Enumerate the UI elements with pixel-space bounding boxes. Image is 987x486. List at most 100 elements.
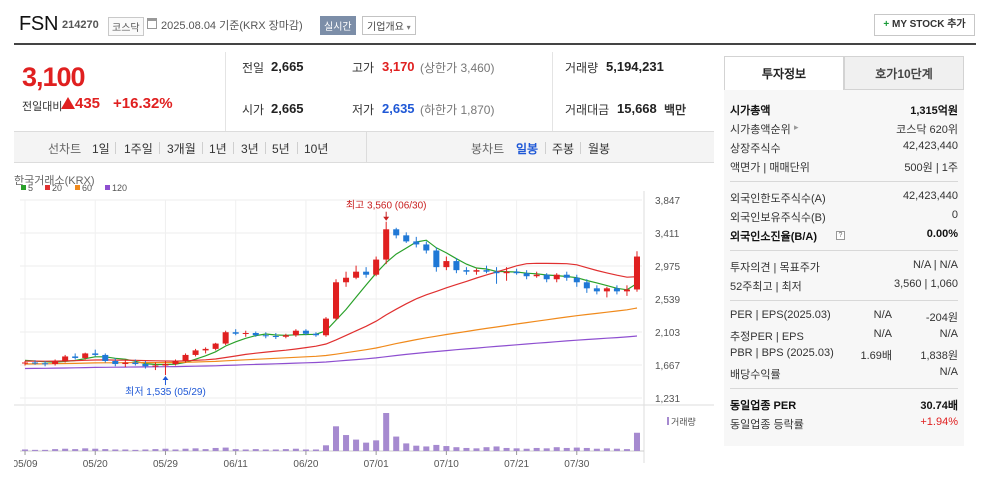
- open-value: 2,665: [271, 101, 304, 116]
- upper-limit: (상한가 3,460): [420, 61, 495, 75]
- current-price: 3,100: [22, 62, 86, 92]
- candle-body: [613, 288, 620, 292]
- info-value-1: 1.69배: [860, 350, 892, 362]
- volume-bar: [112, 449, 119, 451]
- volume-bar: [453, 447, 460, 451]
- candle-body: [72, 356, 79, 358]
- period-3m[interactable]: 3개월: [167, 142, 196, 156]
- chevron-down-icon: ▾: [406, 23, 411, 32]
- volume-bar: [302, 449, 309, 451]
- volume-bar: [393, 436, 400, 451]
- volume-bar: [593, 448, 600, 451]
- legend-swatch: [75, 185, 80, 190]
- candle-daily[interactable]: 일봉: [516, 142, 539, 156]
- change-percent: +16.32%: [113, 95, 173, 112]
- volume-bar: [312, 449, 319, 451]
- candle-body: [433, 250, 440, 268]
- y-tick-label: 3,411: [655, 229, 680, 240]
- company-overview-dropdown[interactable]: 기업개요 ▾: [362, 16, 416, 35]
- volume-bar: [122, 449, 129, 451]
- candle-monthly[interactable]: 월봉: [588, 142, 611, 156]
- volume-bar: [483, 447, 490, 451]
- low-label: 저가: [352, 103, 375, 117]
- divider: [225, 52, 226, 131]
- info-label: 52주최고 | 최저: [730, 281, 802, 293]
- candle-body: [42, 363, 49, 365]
- tab-investment-info[interactable]: 투자정보: [724, 56, 844, 90]
- volume-bar: [543, 448, 550, 451]
- y-tick-label: 1,667: [655, 361, 680, 372]
- low-annotation: 최저 1,535 (05/29): [125, 386, 206, 398]
- info-row: 52주최고 | 최저 3,560 | 1,060: [730, 278, 958, 297]
- info-row: 동일업종 PER 30.74배: [730, 397, 958, 416]
- volume-bar: [212, 447, 219, 451]
- x-tick-label: 07/21: [504, 459, 529, 470]
- period-1w[interactable]: 1주일: [124, 142, 153, 156]
- volume-bar: [32, 449, 39, 451]
- info-row: 시가총액 1,315억원: [730, 102, 958, 121]
- realtime-button[interactable]: 실시간: [320, 16, 356, 35]
- volume-bar: [613, 448, 620, 451]
- x-tick-label: 06/11: [224, 459, 249, 470]
- y-tick-label: 3,847: [655, 196, 680, 207]
- candle-body: [82, 353, 89, 358]
- volume-bar: [92, 448, 99, 451]
- info-row: 외국인보유주식수(B) 0: [730, 209, 958, 228]
- candle-body: [493, 271, 500, 274]
- info-row: PER | EPS(2025.03) N/A -204원: [730, 309, 958, 328]
- moving-averages: [24, 239, 638, 370]
- info-row: PBR | BPS (2025.03) 1.69배 1,838원: [730, 347, 958, 366]
- volume-label: 거래량: [565, 61, 599, 75]
- info-label: 외국인보유주식수(B): [730, 212, 826, 224]
- amount-value: 15,668: [617, 101, 657, 116]
- period-5y[interactable]: 5년: [272, 142, 290, 156]
- help-icon[interactable]: ?: [836, 231, 845, 240]
- legend-label: 20: [52, 183, 62, 193]
- info-value-1: N/A: [873, 309, 892, 321]
- candle-body: [112, 360, 119, 365]
- y-axis-ticks: 3,847 3,411 2,975 2,539 2,103 1,667 1,231: [655, 196, 680, 405]
- up-triangle-icon: [61, 97, 75, 109]
- candle-body: [413, 241, 420, 245]
- info-value: 3,560 | 1,060: [893, 278, 958, 290]
- candle-body: [252, 332, 259, 336]
- candle-body: [353, 271, 360, 278]
- period-1d[interactable]: 1일: [92, 142, 110, 156]
- legend-label: 5: [28, 183, 33, 193]
- chevron-right-icon[interactable]: ▸: [794, 122, 799, 132]
- candle-body: [312, 333, 319, 336]
- period-3y[interactable]: 3년: [241, 142, 259, 156]
- volume-bar: [573, 447, 580, 451]
- separator: [233, 142, 234, 154]
- info-row: 배당수익률 N/A: [730, 366, 958, 385]
- period-1y[interactable]: 1년: [209, 142, 227, 156]
- price-chart[interactable]: 한국거래소(KRX) 5 20 60 120 3,847 3,411 2,975 2,539…: [14, 163, 714, 483]
- divider: [366, 132, 367, 162]
- volume-bar: [443, 446, 450, 451]
- candle-body: [222, 332, 229, 344]
- candle-body: [302, 330, 309, 334]
- ma-line-120: [24, 335, 638, 370]
- company-overview-label: 기업개요: [367, 22, 404, 33]
- volume-bar: [182, 448, 189, 451]
- info-value: 1,315억원: [910, 105, 958, 117]
- info-value-2: N/A: [939, 328, 958, 340]
- tab-ask-10-levels[interactable]: 호가10단계: [844, 56, 964, 90]
- y-tick-label: 1,231: [655, 394, 680, 405]
- volume-bar: [373, 440, 380, 451]
- x-tick-label: 07/10: [434, 459, 459, 470]
- separator: [115, 142, 116, 154]
- chart-legend: 5 20 60 120: [21, 183, 127, 193]
- info-value: 30.74배: [920, 400, 958, 412]
- volume-bar: [563, 447, 570, 451]
- low-value: 2,635: [382, 101, 415, 116]
- volume-bar: [42, 449, 49, 451]
- candle-body: [383, 229, 390, 260]
- volume-bar: [322, 445, 329, 451]
- candle-body: [583, 282, 590, 289]
- add-mystock-button[interactable]: + MY STOCK 추가: [874, 14, 975, 36]
- candle-weekly[interactable]: 주봉: [552, 142, 575, 156]
- period-10y[interactable]: 10년: [304, 142, 329, 156]
- candle-body: [523, 273, 530, 277]
- open-label: 시가: [242, 103, 265, 117]
